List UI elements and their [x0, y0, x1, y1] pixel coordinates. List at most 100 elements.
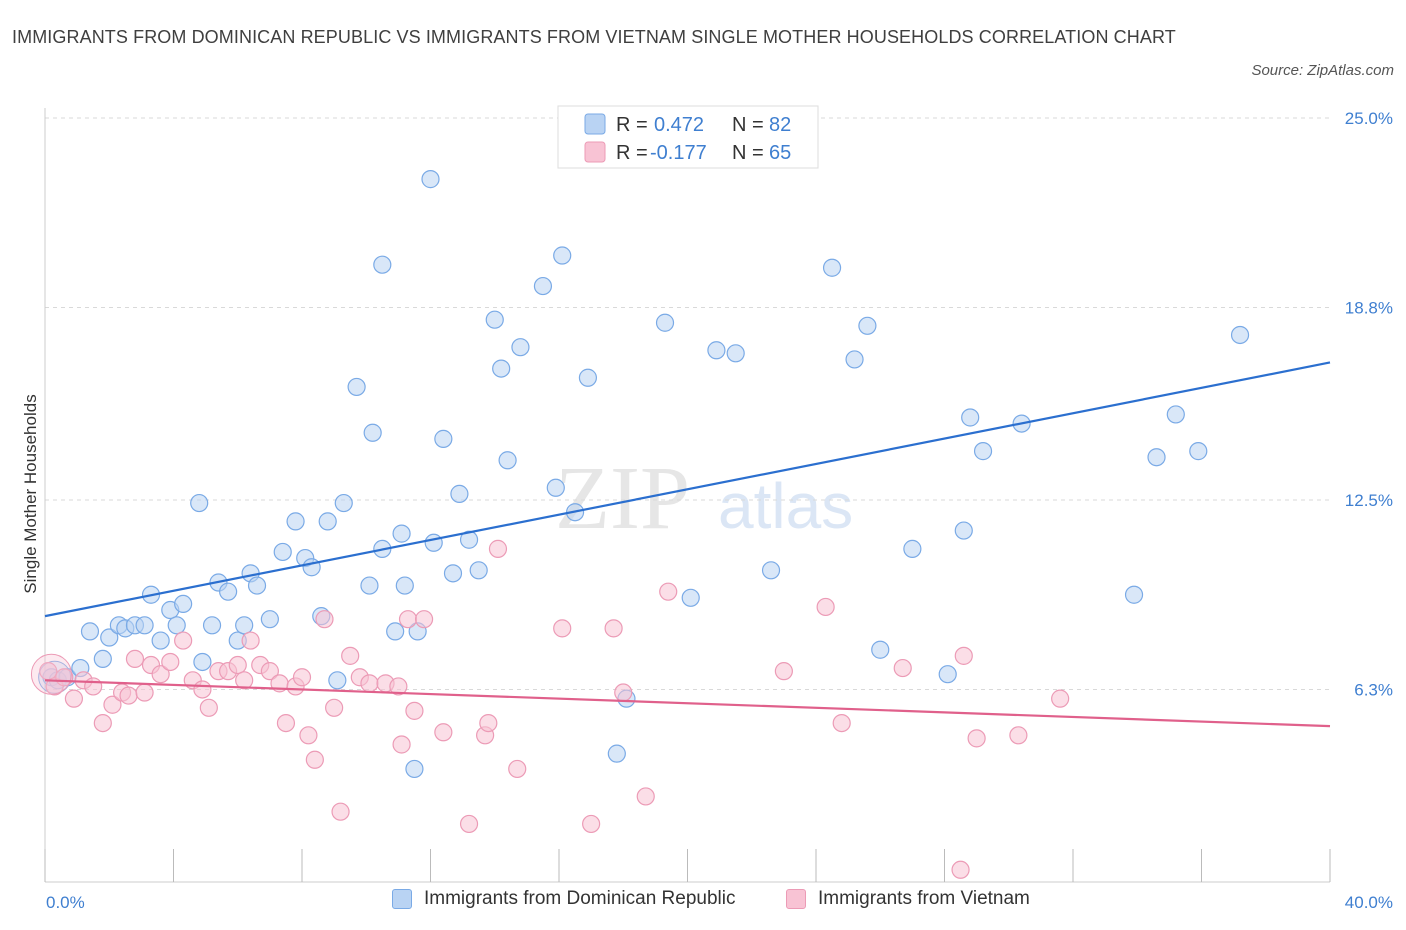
data-point-dominican — [260, 610, 279, 629]
data-point-dominican — [167, 616, 186, 635]
data-point-dominican — [273, 542, 292, 562]
data-point-vietnam — [459, 814, 479, 834]
data-point-vietnam — [893, 658, 912, 678]
data-point-dominican — [443, 564, 463, 583]
data-point-dominican — [360, 576, 379, 595]
data-point-vietnam — [305, 750, 324, 769]
data-point-dominican — [726, 344, 745, 363]
data-point-vietnam — [331, 802, 350, 821]
data-point-vietnam — [389, 677, 408, 696]
data-point-dominican — [151, 631, 170, 650]
legend-n-value: 65 — [769, 142, 791, 164]
data-point-vietnam — [125, 649, 145, 669]
legend-swatch-dominican — [584, 113, 606, 135]
legend-swatch-vietnam — [786, 889, 806, 909]
chart-title: IMMIGRANTS FROM DOMINICAN REPUBLIC VS IM… — [12, 27, 1176, 47]
data-point-dominican — [421, 170, 440, 189]
data-point-vietnam — [816, 597, 835, 617]
data-point-vietnam — [405, 701, 424, 720]
legend-r-label: R = — [616, 114, 648, 136]
data-point-vietnam — [414, 610, 434, 629]
data-point-vietnam — [360, 674, 379, 693]
trend-line-dominican — [44, 361, 1331, 618]
legend-top: R = 0.472 N = 82 R = -0.177 N = 65 — [557, 105, 819, 169]
data-point-vietnam — [488, 539, 508, 558]
data-point-vietnam — [479, 713, 498, 733]
data-point-vietnam — [199, 698, 218, 717]
data-point-dominican — [511, 338, 530, 357]
data-point-dominican — [459, 530, 479, 549]
data-point-dominican — [607, 744, 626, 763]
y-tick-label: 18.8% — [1345, 298, 1393, 317]
data-point-dominican — [193, 652, 212, 672]
data-point-dominican — [578, 368, 598, 387]
data-point-vietnam — [659, 582, 678, 601]
data-point-dominican — [135, 616, 154, 635]
data-point-dominican — [707, 341, 726, 360]
data-point-dominican — [174, 594, 193, 614]
data-point-vietnam — [341, 646, 360, 665]
data-point-vietnam — [392, 735, 411, 754]
legend-r-value: 0.472 — [654, 114, 704, 136]
data-point-vietnam — [103, 695, 122, 714]
legend-swatch-dominican — [392, 889, 412, 909]
legend-n-value: 82 — [769, 114, 791, 136]
data-point-dominican — [424, 533, 443, 552]
data-point-vietnam — [84, 677, 103, 696]
legend-label-dominican: Immigrants from Dominican Republic — [424, 888, 736, 909]
data-point-dominican — [1230, 325, 1250, 345]
data-point-dominican — [1147, 448, 1166, 467]
data-point-vietnam — [30, 653, 72, 695]
data-point-vietnam — [582, 814, 601, 834]
data-point-vietnam — [508, 759, 527, 779]
legend-label-vietnam: Immigrants from Vietnam — [818, 888, 1030, 909]
data-point-vietnam — [260, 662, 279, 681]
data-point-dominican — [100, 628, 119, 647]
data-point-dominican — [93, 649, 112, 669]
x-tick-labels: 0.0% 40.0% — [46, 893, 1393, 912]
x-tick-label: 40.0% — [1345, 893, 1393, 912]
watermark-zip: ZIP — [555, 449, 690, 548]
data-point-vietnam — [967, 729, 986, 748]
legend-n-label: N = — [732, 114, 764, 136]
data-point-vietnam — [636, 787, 655, 806]
data-point-dominican — [1166, 405, 1185, 424]
data-point-dominican — [328, 671, 347, 690]
data-point-vietnam — [93, 713, 112, 733]
data-point-dominican — [903, 539, 922, 558]
data-point-dominican — [871, 640, 890, 659]
data-point-vietnam — [832, 713, 851, 733]
data-point-dominican — [938, 665, 957, 684]
data-point-dominican — [80, 622, 100, 641]
data-point-dominican — [395, 576, 414, 595]
data-point-vietnam — [774, 662, 793, 681]
data-point-dominican — [822, 258, 842, 277]
data-point-dominican — [498, 451, 517, 470]
y-tick-label: 25.0% — [1345, 109, 1393, 128]
data-point-dominican — [434, 429, 453, 448]
data-point-dominican — [318, 512, 337, 531]
data-point-dominican — [373, 255, 392, 274]
data-point-dominican — [202, 616, 222, 635]
data-point-dominican — [450, 484, 469, 503]
data-point-dominican — [347, 377, 366, 397]
legend-item-dominican: Immigrants from Dominican Republic — [392, 888, 736, 910]
legend-swatch-vietnam — [584, 141, 606, 163]
legend-r-value: -0.177 — [650, 142, 707, 164]
y-tick-label: 6.3% — [1354, 680, 1393, 699]
data-point-dominican — [845, 350, 864, 369]
data-point-dominican — [858, 316, 877, 335]
axes — [44, 108, 1331, 883]
data-point-vietnam — [119, 686, 138, 705]
data-point-vietnam — [315, 610, 334, 629]
watermark: ZIP atlas — [555, 449, 853, 548]
data-point-dominican — [392, 524, 411, 543]
data-point-dominican — [761, 561, 781, 580]
data-point-vietnam — [228, 655, 247, 675]
data-point-dominican — [546, 478, 565, 497]
data-point-vietnam — [135, 683, 154, 702]
y-axis-label: Single Mother Households — [21, 394, 40, 593]
watermark-atlas: atlas — [718, 470, 853, 542]
data-point-dominican — [386, 622, 405, 641]
